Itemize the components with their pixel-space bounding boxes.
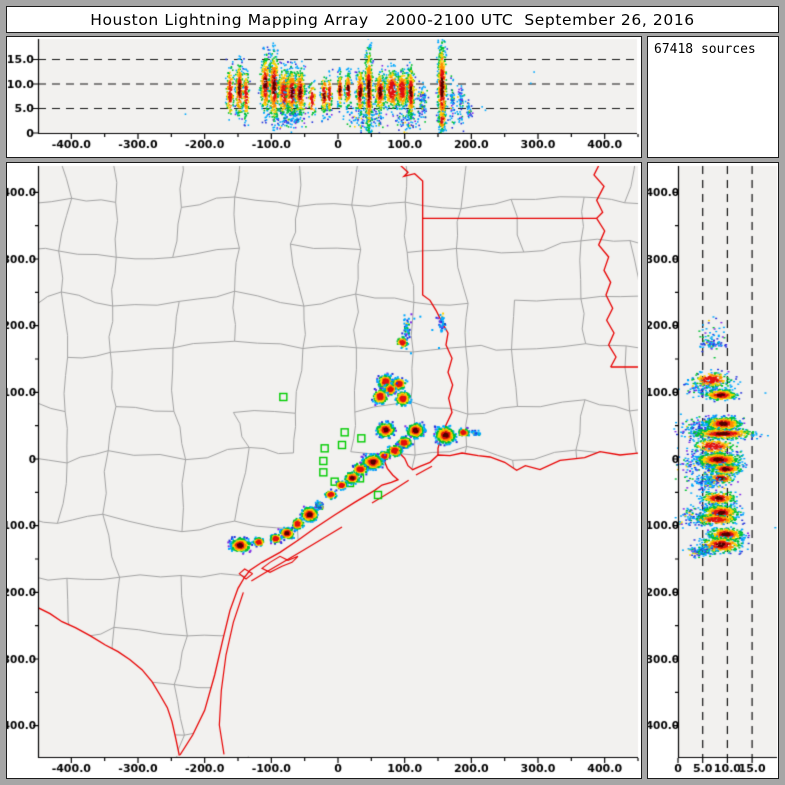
ns-altitude-plot-canvas[interactable] [648,163,778,778]
sources-count: 67418 sources [654,42,756,57]
ns-altitude-panel [648,163,778,778]
title-bar: Houston Lightning Mapping Array 2000-210… [7,7,778,32]
map-panel [7,163,641,778]
ew-altitude-plot-canvas[interactable] [7,37,641,157]
ew-altitude-panel [7,37,641,157]
window-title: Houston Lightning Mapping Array 2000-210… [90,10,695,29]
map-plot-canvas[interactable] [7,163,641,778]
sources-panel: 67418 sources [648,37,778,157]
